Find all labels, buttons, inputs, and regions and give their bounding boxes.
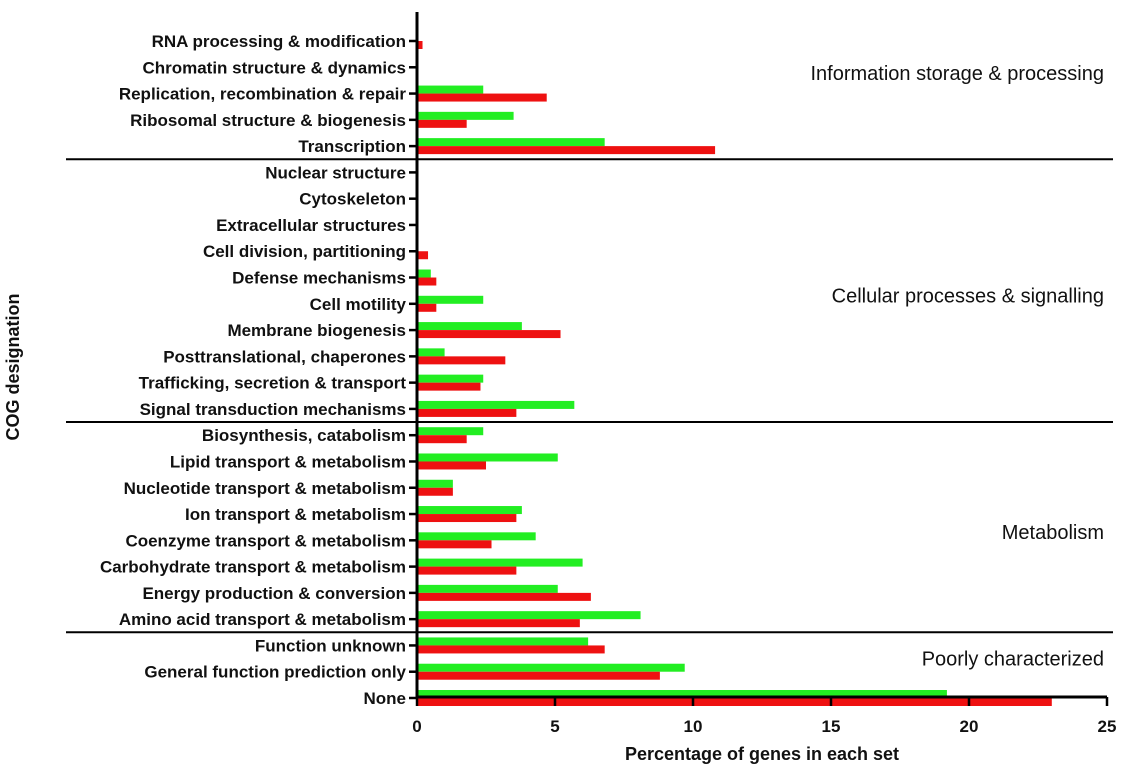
x-axis-title: Percentage of genes in each set [625, 744, 899, 764]
bar-red [417, 330, 561, 339]
category-label: Function unknown [255, 636, 406, 655]
bar-green [417, 295, 484, 304]
bar-green [417, 453, 558, 462]
bar-red [417, 645, 605, 654]
category-label: Trafficking, secretion & transport [139, 374, 407, 393]
bar-green [417, 637, 589, 646]
bar-green [417, 663, 685, 672]
x-tick-label: 15 [822, 717, 841, 736]
bar-red [417, 540, 492, 549]
bar-red [417, 119, 467, 128]
x-axis-ticks: 0 5 10 15 20 25 [412, 697, 1116, 736]
bar-red [417, 671, 660, 680]
x-tick-label: 10 [684, 717, 703, 736]
category-label: Nuclear structure [265, 163, 406, 182]
category-label: Cell motility [310, 295, 407, 314]
category-label: Replication, recombination & repair [119, 85, 407, 104]
bar-red [417, 698, 1052, 706]
bar-green [417, 269, 431, 278]
bar-green [417, 690, 947, 698]
category-label: Amino acid transport & metabolism [119, 610, 406, 629]
bar-red [417, 514, 517, 523]
group-label: Cellular processes & signalling [832, 286, 1104, 308]
bar-green [417, 374, 484, 383]
bar-red [417, 303, 437, 312]
bar-red [417, 251, 429, 260]
category-label: Ribosomal structure & biogenesis [130, 111, 406, 130]
x-tick-label: 25 [1098, 717, 1117, 736]
bar-green [417, 400, 575, 409]
category-label: Defense mechanisms [232, 269, 406, 288]
bar-red [417, 566, 517, 575]
group-labels: Information storage & processing Cellular… [811, 63, 1105, 670]
bar-green [417, 427, 484, 436]
category-label: Coenzyme transport & metabolism [125, 531, 406, 550]
bar-green [417, 558, 583, 567]
category-label: Signal transduction mechanisms [140, 400, 406, 419]
bar-green [417, 584, 558, 593]
bar-red [417, 356, 506, 365]
group-label: Poorly characterized [922, 648, 1104, 670]
bar-red [417, 487, 453, 496]
category-label: Cell division, partitioning [203, 242, 406, 261]
bar-red [417, 93, 547, 102]
category-label: Energy production & conversion [142, 584, 406, 603]
bar-red [417, 277, 437, 286]
bar-green [417, 322, 522, 331]
x-tick-label: 0 [412, 717, 421, 736]
bar-green [417, 479, 453, 488]
category-label: Membrane biogenesis [227, 321, 406, 340]
bar-red [417, 41, 423, 49]
bars [417, 41, 1052, 706]
bar-green [417, 111, 514, 120]
y-axis-title: COG designation [3, 293, 23, 440]
category-label: Cytoskeleton [299, 190, 406, 209]
category-label: Nucleotide transport & metabolism [124, 479, 406, 498]
bar-red [417, 408, 517, 417]
bar-green [417, 138, 605, 147]
category-label: Carbohydrate transport & metabolism [100, 558, 406, 577]
category-label: RNA processing & modification [152, 32, 406, 51]
category-label: Transcription [298, 137, 406, 156]
bar-red [417, 461, 486, 470]
category-labels: RNA processing & modification Chromatin s… [100, 32, 407, 708]
x-tick-label: 5 [550, 717, 559, 736]
category-label: Lipid transport & metabolism [170, 452, 406, 471]
category-label: Biosynthesis, catabolism [202, 426, 406, 445]
category-label: Extracellular structures [216, 216, 406, 235]
category-label: Chromatin structure & dynamics [142, 58, 406, 77]
bar-red [417, 146, 716, 155]
bar-green [417, 532, 536, 541]
bar-red [417, 382, 481, 391]
category-label: None [364, 689, 407, 708]
category-label: Ion transport & metabolism [185, 505, 406, 524]
category-label: General function prediction only [144, 663, 406, 682]
bar-green [417, 85, 484, 94]
bar-green [417, 506, 522, 515]
bar-red [417, 619, 580, 628]
group-separators [66, 158, 1113, 634]
bar-red [417, 592, 591, 601]
bar-green [417, 348, 445, 357]
x-tick-label: 20 [960, 717, 979, 736]
group-label: Metabolism [1002, 522, 1104, 544]
bar-red [417, 435, 467, 444]
group-label: Information storage & processing [811, 63, 1105, 85]
category-label: Posttranslational, chaperones [163, 347, 406, 366]
bar-green [417, 611, 641, 620]
